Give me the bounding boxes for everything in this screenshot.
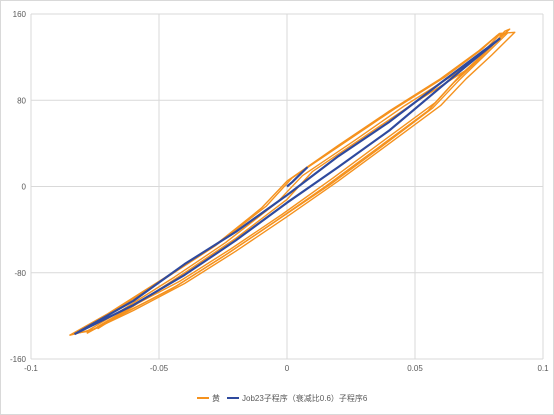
tick-labels: -0.1 -0.05 0 0.05 0.1 -160 -80 0 80 160 — [10, 10, 549, 373]
x-tick-label: -0.1 — [24, 364, 38, 373]
x-tick-label: 0.1 — [537, 364, 549, 373]
y-tick-label: -160 — [10, 355, 27, 364]
x-tick-label: -0.05 — [150, 364, 169, 373]
y-tick-label: -80 — [14, 269, 26, 278]
x-tick-label: 0.05 — [407, 364, 423, 373]
orange-series-loop — [96, 28, 511, 330]
y-tick-label: 80 — [17, 96, 26, 105]
y-tick-label: 0 — [22, 183, 27, 192]
legend: 黄 Job23子程序（衰减比0.6）子程序6 — [197, 393, 368, 403]
blue-series-loop — [73, 37, 501, 336]
series-lines — [69, 28, 516, 336]
blue-series-loop — [286, 166, 309, 188]
y-tick-label: 160 — [13, 10, 27, 19]
orange-series-loop — [69, 31, 516, 336]
grid-lines — [30, 13, 544, 360]
x-tick-label: 0 — [285, 364, 290, 373]
legend-label-blue: Job23子程序（衰减比0.6）子程序6 — [242, 393, 368, 403]
legend-label-orange: 黄 — [212, 393, 220, 403]
